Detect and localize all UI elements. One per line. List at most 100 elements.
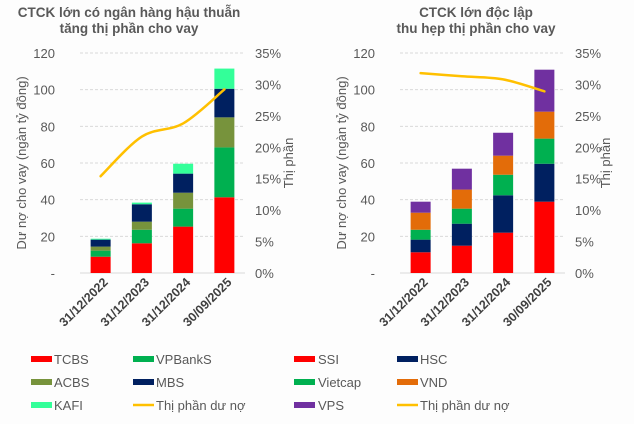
bar-segment-mbs	[90, 239, 111, 247]
bar-segment-vps	[493, 132, 514, 156]
bar-segment-vps	[451, 168, 472, 190]
bar-segment-vnd	[410, 212, 431, 230]
chart-title: CTCK lớn có ngân hàng hậu thuẫn	[18, 5, 241, 20]
bar-segment-vietcap	[451, 208, 472, 224]
legend-swatch	[397, 356, 418, 362]
y-axis-label: Dư nợ cho vay (ngàn tỷ đồng)	[334, 76, 349, 249]
market-share-line	[99, 88, 226, 178]
legend-label: ACBS	[54, 375, 90, 390]
market-share-line	[419, 71, 546, 93]
bar-segment-tcbs	[214, 197, 235, 273]
bar-segment-vnd	[493, 155, 514, 175]
y2-axis-label: Thị phần	[598, 138, 613, 189]
legend-label: KAFI	[54, 398, 83, 413]
y-axis-label: Dư nợ cho vay (ngàn tỷ đồng)	[14, 76, 29, 249]
y-tick-label: 20	[361, 229, 375, 244]
y-tick-label: 120	[353, 46, 375, 61]
legend-label: Vietcap	[318, 375, 361, 390]
bar-segment-vietcap	[493, 174, 514, 196]
y-tick-label: 100	[33, 83, 55, 98]
y-tick-label: 100	[353, 83, 375, 98]
bar-segment-ssi	[451, 245, 472, 273]
bar-segment-hsc	[410, 239, 431, 253]
y2-axis-label: Thị phần	[281, 138, 296, 189]
y2-tick-label: 15%	[575, 172, 601, 187]
y2-tick-label: 30%	[255, 77, 281, 92]
legend-item: Thị phần dư nợ	[397, 398, 510, 413]
y-tick-label: 40	[361, 193, 375, 208]
legend-label: HSC	[420, 352, 447, 367]
legend-item: VPS	[294, 398, 344, 413]
legend-item: TCBS	[31, 352, 89, 367]
bar-segment-kafi	[90, 238, 111, 240]
bar-segment-vps	[410, 201, 431, 213]
y-tick-label: -	[51, 266, 55, 281]
bar-segment-acbs	[131, 221, 152, 230]
bar-segment-vnd	[451, 189, 472, 209]
y2-tick-label: 15%	[255, 172, 281, 187]
bar-segment-acbs	[214, 117, 235, 148]
bar-segment-vpbanks	[90, 250, 111, 257]
legend-label: TCBS	[54, 352, 89, 367]
legend-swatch	[133, 379, 154, 385]
bar-segment-hsc	[493, 195, 514, 233]
legend-label: VPS	[318, 398, 344, 413]
y-tick-label: 60	[361, 156, 375, 171]
bar-segment-vnd	[534, 111, 555, 139]
bar-segment-acbs	[173, 192, 194, 209]
legend-label: VPBankS	[156, 352, 212, 367]
legend-label: Thị phần dư nợ	[420, 398, 510, 413]
legend-label: VND	[420, 375, 447, 390]
legend-label: SSI	[318, 352, 339, 367]
bar-segment-tcbs	[173, 226, 194, 273]
legend-item: HSC	[397, 352, 447, 367]
bar-segment-vpbanks	[131, 229, 152, 244]
bar-segment-tcbs	[90, 256, 111, 273]
bar-segment-mbs	[173, 173, 194, 193]
legend-swatch	[31, 379, 52, 385]
y-tick-label: 60	[41, 156, 55, 171]
legend-swatch	[294, 402, 315, 408]
y2-tick-label: 20%	[575, 140, 601, 155]
bar-segment-hsc	[534, 163, 555, 202]
bar-segment-hsc	[451, 223, 472, 246]
y2-tick-label: 5%	[255, 235, 274, 250]
y2-tick-label: 0%	[575, 266, 594, 281]
legend-item: Vietcap	[294, 375, 361, 390]
y2-tick-label: 35%	[255, 46, 281, 61]
bar-segment-mbs	[131, 204, 152, 222]
y2-tick-label: 10%	[575, 203, 601, 218]
legend-swatch	[133, 356, 154, 362]
bar-segment-vietcap	[534, 138, 555, 164]
y2-tick-label: 5%	[575, 235, 594, 250]
y2-tick-label: 25%	[575, 109, 601, 124]
legend-swatch	[294, 356, 315, 362]
bar-segment-ssi	[534, 201, 555, 273]
bar-segment-acbs	[90, 246, 111, 251]
legend-item: VPBankS	[133, 352, 212, 367]
bar-segment-ssi	[493, 232, 514, 273]
legend-item: Thị phần dư nợ	[133, 398, 246, 413]
y-tick-label: 80	[41, 119, 55, 134]
legend-swatch	[294, 379, 315, 385]
y2-tick-label: 10%	[255, 203, 281, 218]
legend-item: SSI	[294, 352, 339, 367]
bar-segment-vietcap	[410, 229, 431, 240]
y-tick-label: 120	[33, 46, 55, 61]
y-tick-label: -	[371, 266, 375, 281]
y-tick-label: 80	[361, 119, 375, 134]
legend-item: MBS	[133, 375, 185, 390]
y2-tick-label: 20%	[255, 140, 281, 155]
legend-label: MBS	[156, 375, 185, 390]
y-tick-label: 20	[41, 229, 55, 244]
legend-item: VND	[397, 375, 447, 390]
chart-title: CTCK lớn độc lập	[419, 5, 533, 20]
y2-tick-label: 30%	[575, 77, 601, 92]
chart-title: thu hẹp thị phần cho vay	[396, 21, 555, 36]
bar-segment-tcbs	[131, 243, 152, 273]
legend-item: ACBS	[31, 375, 90, 390]
legend-swatch	[31, 356, 52, 362]
